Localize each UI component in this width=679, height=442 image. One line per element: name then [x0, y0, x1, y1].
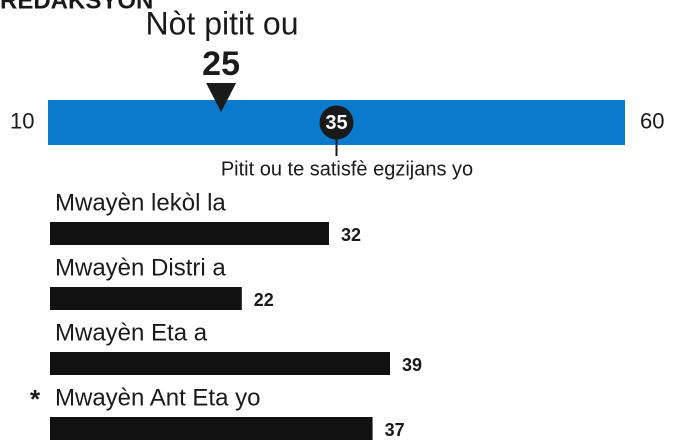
category-label: Mwayèn Distri a — [55, 254, 226, 281]
threshold-label: Pitit ou te satisfè egzijans yo — [221, 158, 473, 180]
bar-value: 37 — [385, 420, 405, 440]
bar-value: 22 — [254, 290, 274, 310]
score-label: Nòt pitit ou — [146, 5, 299, 41]
bar-value: 32 — [341, 225, 361, 245]
category-label: Mwayèn Ant Eta yo — [55, 384, 260, 411]
category-label: Mwayèn Eta a — [55, 319, 208, 346]
chart-title: REDAKSYON — [0, 0, 153, 14]
category-label: Mwayèn lekòl la — [55, 189, 226, 216]
scale-max-label: 60 — [640, 108, 664, 133]
threshold-marker — [319, 105, 354, 140]
bar — [50, 417, 373, 440]
bar — [50, 222, 329, 245]
scale-min-label: 10 — [10, 108, 34, 133]
score-marker — [206, 83, 237, 112]
bar — [50, 287, 242, 310]
category-note: * — [30, 384, 41, 414]
score-value: 25 — [202, 45, 240, 83]
threshold-value: 35 — [325, 112, 347, 134]
bar-value: 39 — [402, 355, 422, 375]
bar — [50, 352, 390, 375]
